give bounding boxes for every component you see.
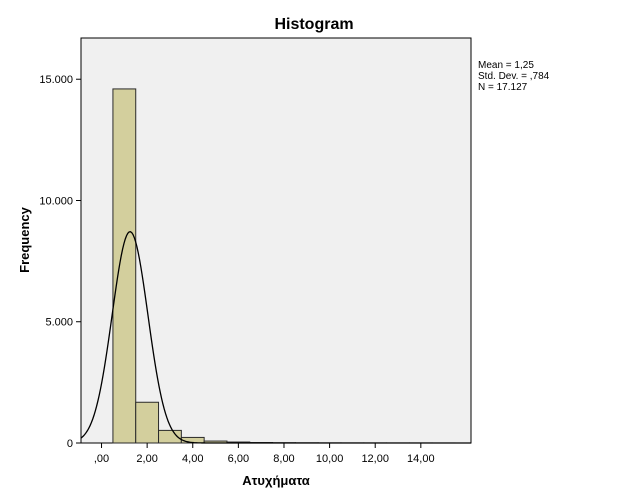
x-tick-label: 14,00 <box>407 453 435 465</box>
histogram-bar <box>112 88 137 444</box>
y-tick-label: 10.000 <box>39 195 73 207</box>
x-axis-ticks: ,00 2,00 4,00 6,00 8,00 10,00 12,00 14,00 <box>94 443 435 465</box>
x-tick-label: 4,00 <box>182 453 203 465</box>
x-tick-label: 2,00 <box>136 453 157 465</box>
histogram-bar <box>158 429 182 444</box>
x-tick-label: 10,00 <box>316 453 344 465</box>
stats-mean: Mean = 1,25 <box>478 60 534 71</box>
plot-area <box>80 37 472 444</box>
x-tick-label: 12,00 <box>361 453 389 465</box>
x-tick-label: 6,00 <box>228 453 249 465</box>
normal-curve <box>80 231 471 444</box>
stats-n: N = 17.127 <box>478 82 528 93</box>
y-axis-label: Frequency <box>17 206 32 273</box>
x-axis-label: Ατυχήματα <box>242 473 310 488</box>
stats-std-dev: Std. Dev. = ,784 <box>478 71 550 82</box>
y-tick-label: 15.000 <box>39 74 73 86</box>
stats-legend: Mean = 1,25 Std. Dev. = ,784 N = 17.127 <box>478 60 550 93</box>
histogram-bar <box>135 401 160 444</box>
chart-title: Histogram <box>274 16 353 33</box>
y-axis-ticks: 0 5.000 10.000 15.000 <box>39 74 81 450</box>
x-tick-label: ,00 <box>94 453 109 465</box>
y-tick-label: 0 <box>67 438 73 450</box>
y-tick-label: 5.000 <box>45 317 73 329</box>
x-tick-label: 8,00 <box>273 453 294 465</box>
